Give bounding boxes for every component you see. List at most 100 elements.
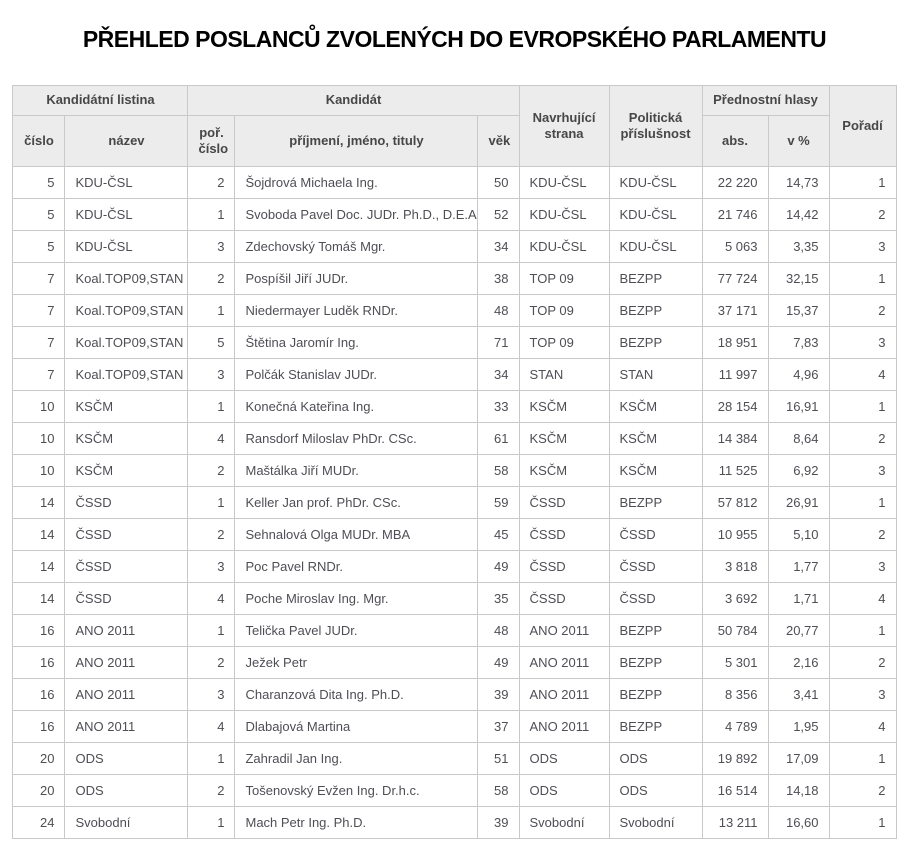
cell-por-cislo: 3 [187,230,236,263]
cell-hlasy-abs: 4 789 [701,710,769,743]
cell-por-cislo: 2 [187,454,236,487]
cell-politicka-prislusnost: STAN [608,358,703,391]
table-row: 10 KSČM 2 Maštálka Jiří MUDr. 58 KSČM KSČM 11 5… [12,454,897,487]
cell-hlasy-pct: 5,10 [767,518,830,551]
page-title: PŘEHLED POSLANCŮ ZVOLENÝCH DO EVROPSKÉHO… [82,26,827,52]
cell-hlasy-abs: 13 211 [701,806,769,839]
cell-politicka-prislusnost: KSČM [608,454,703,487]
cell-listina-cislo: 20 [12,742,66,775]
cell-poradi: 1 [828,742,897,775]
table-row: 14 ČSSD 1 Keller Jan prof. PhDr. CSc. 59 ČSSD… [12,486,897,519]
cell-poradi: 1 [828,390,897,423]
cell-listina-nazev: Koal.TOP09,STAN [64,326,189,359]
cell-prijmeni-jmeno-tituly: Konečná Kateřina Ing. [234,390,479,423]
cell-poradi: 2 [828,774,897,807]
cell-listina-cislo: 5 [12,198,66,231]
cell-por-cislo: 4 [187,582,236,615]
cell-navrhujici-strana: KSČM [518,454,610,487]
table-row: 16 ANO 2011 2 Ježek Petr 49 ANO 2011 BEZPP 5 30… [12,646,897,679]
cell-listina-cislo: 7 [12,294,66,327]
cell-poradi: 3 [828,678,897,711]
cell-hlasy-abs: 57 812 [701,486,769,519]
cell-navrhujici-strana: ANO 2011 [518,710,610,743]
cell-hlasy-pct: 17,09 [767,742,830,775]
cell-por-cislo: 1 [187,806,236,839]
cell-por-cislo: 2 [187,518,236,551]
cell-navrhujici-strana: TOP 09 [518,326,610,359]
cell-hlasy-pct: 8,64 [767,422,830,455]
header-group-row: Kandidátní listina Kandidát Navrhující s… [12,85,897,167]
cell-listina-nazev: Koal.TOP09,STAN [64,294,189,327]
cell-politicka-prislusnost: BEZPP [608,710,703,743]
cell-prijmeni-jmeno-tituly: Tošenovský Evžen Ing. Dr.h.c. [234,774,479,807]
table-row: 7 Koal.TOP09,STAN 2 Pospíšil Jiří JUDr. 38 TO… [12,262,897,295]
cell-politicka-prislusnost: BEZPP [608,326,703,359]
cell-por-cislo: 4 [187,710,236,743]
cell-por-cislo: 3 [187,358,236,391]
cell-prijmeni-jmeno-tituly: Poche Miroslav Ing. Mgr. [234,582,479,615]
cell-vek: 48 [477,614,520,647]
cell-poradi: 3 [828,230,897,263]
cell-prijmeni-jmeno-tituly: Pospíšil Jiří JUDr. [234,262,479,295]
cell-por-cislo: 1 [187,390,236,423]
table-row: 14 ČSSD 3 Poc Pavel RNDr. 49 ČSSD ČSSD 3 818 1,7… [12,550,897,583]
cell-listina-cislo: 16 [12,614,66,647]
cell-vek: 34 [477,358,520,391]
cell-navrhujici-strana: ANO 2011 [518,614,610,647]
cell-navrhujici-strana: ODS [518,742,610,775]
cell-politicka-prislusnost: KSČM [608,390,703,423]
cell-listina-nazev: ANO 2011 [64,614,189,647]
cell-por-cislo: 5 [187,326,236,359]
cell-listina-cislo: 5 [12,230,66,263]
cell-listina-nazev: ANO 2011 [64,710,189,743]
cell-politicka-prislusnost: KDU-ČSL [608,230,703,263]
cell-navrhujici-strana: TOP 09 [518,294,610,327]
cell-hlasy-pct: 20,77 [767,614,830,647]
cell-vek: 71 [477,326,520,359]
cell-hlasy-abs: 28 154 [701,390,769,423]
cell-listina-nazev: KDU-ČSL [64,230,189,263]
cell-poradi: 4 [828,710,897,743]
cell-poradi: 3 [828,550,897,583]
table-header: Kandidátní listina Kandidát Navrhující s… [12,85,897,167]
cell-poradi: 3 [828,454,897,487]
cell-prijmeni-jmeno-tituly: Šojdrová Michaela Ing. [234,166,479,199]
table-row: 7 Koal.TOP09,STAN 1 Niedermayer Luděk RNDr.… [12,294,897,327]
cell-listina-nazev: ANO 2011 [64,678,189,711]
cell-navrhujici-strana: ČSSD [518,518,610,551]
cell-prijmeni-jmeno-tituly: Svoboda Pavel Doc. JUDr. Ph.D., D.E.A. [234,198,479,231]
cell-listina-nazev: ODS [64,742,189,775]
cell-hlasy-abs: 50 784 [701,614,769,647]
cell-listina-nazev: KDU-ČSL [64,166,189,199]
table-body: 5 KDU-ČSL 2 Šojdrová Michaela Ing. 50 KDU-ČSL… [12,166,897,839]
cell-listina-cislo: 5 [12,166,66,199]
cell-navrhujici-strana: KDU-ČSL [518,166,610,199]
cell-listina-cislo: 7 [12,262,66,295]
cell-vek: 39 [477,806,520,839]
cell-por-cislo: 1 [187,198,236,231]
cell-listina-nazev: KSČM [64,390,189,423]
cell-listina-cislo: 20 [12,774,66,807]
cell-hlasy-abs: 10 955 [701,518,769,551]
cell-prijmeni-jmeno-tituly: Keller Jan prof. PhDr. CSc. [234,486,479,519]
cell-politicka-prislusnost: ČSSD [608,582,703,615]
table-row: 16 ANO 2011 3 Charanzová Dita Ing. Ph.D. 39 A… [12,678,897,711]
cell-por-cislo: 4 [187,422,236,455]
cell-listina-nazev: KSČM [64,454,189,487]
cell-navrhujici-strana: Svobodní [518,806,610,839]
cell-prijmeni-jmeno-tituly: Dlabajová Martina [234,710,479,743]
cell-vek: 50 [477,166,520,199]
cell-vek: 48 [477,294,520,327]
cell-listina-cislo: 14 [12,582,66,615]
cell-navrhujici-strana: STAN [518,358,610,391]
cell-hlasy-pct: 16,91 [767,390,830,423]
cell-politicka-prislusnost: ODS [608,774,703,807]
cell-hlasy-pct: 15,37 [767,294,830,327]
cell-poradi: 2 [828,294,897,327]
cell-hlasy-pct: 32,15 [767,262,830,295]
cell-hlasy-pct: 2,16 [767,646,830,679]
cell-poradi: 3 [828,326,897,359]
cell-hlasy-abs: 3 818 [701,550,769,583]
cell-listina-cislo: 14 [12,486,66,519]
cell-navrhujici-strana: ANO 2011 [518,678,610,711]
